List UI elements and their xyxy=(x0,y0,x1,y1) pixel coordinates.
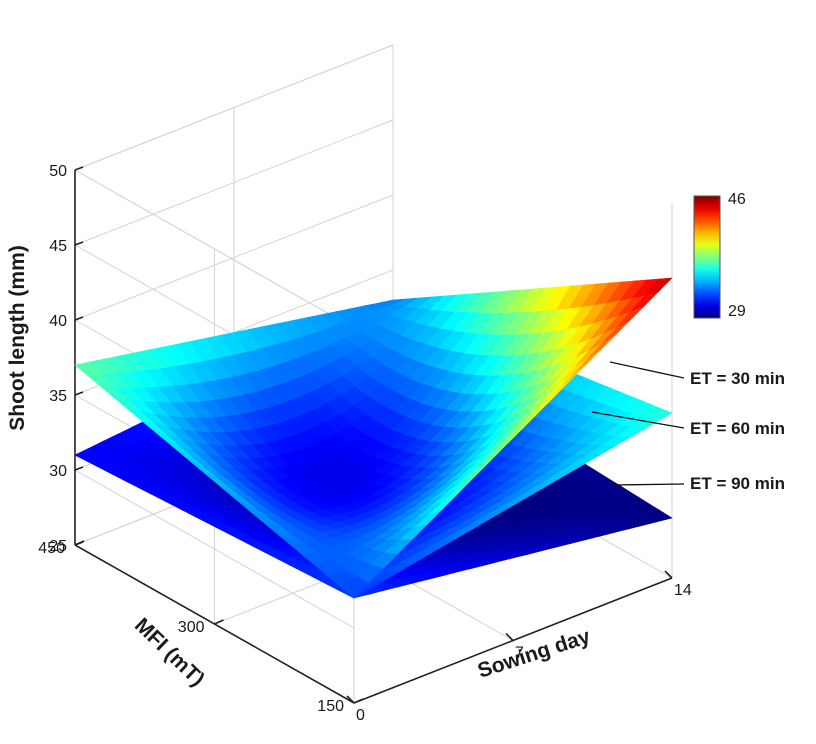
x-tick-label: 7 xyxy=(515,645,524,662)
annotation-leader xyxy=(611,483,685,486)
colorbar-gradient xyxy=(693,195,721,319)
x-tick-label: 0 xyxy=(356,707,365,724)
series-label: ET = 90 min xyxy=(690,474,785,493)
z-tick-label: 25 xyxy=(49,538,67,555)
z-axis-label: Shoot length (mm) xyxy=(6,245,29,430)
annotation-leader xyxy=(591,411,685,429)
colorbar: 46 29 xyxy=(693,191,746,320)
x-tick-label: 14 xyxy=(674,582,692,599)
z-tick-label: 40 xyxy=(49,313,67,330)
series-label: ET = 30 min xyxy=(690,369,785,388)
colorbar-max-label: 46 xyxy=(728,191,746,208)
z-tick-label: 50 xyxy=(49,163,67,180)
y-tick-label: 300 xyxy=(178,619,205,636)
tick-labels: 25 30 35 40 45 50 150 300 450 0 7 14 xyxy=(38,163,692,724)
x-axis-label: Sowing day xyxy=(475,625,593,683)
z-tick-label: 45 xyxy=(49,238,67,255)
z-tick-label: 35 xyxy=(49,388,67,405)
y-tick-label: 450 xyxy=(38,540,65,557)
annotation-leader xyxy=(609,361,685,379)
y-tick-label: 150 xyxy=(317,698,344,715)
colorbar-min-label: 29 xyxy=(728,303,746,320)
z-tick-label: 30 xyxy=(49,463,67,480)
surface-patch-1 xyxy=(340,575,369,599)
series-label: ET = 60 min xyxy=(690,419,785,438)
surfaces xyxy=(74,277,673,599)
series-annotations: ET = 30 min ET = 60 min ET = 90 min xyxy=(591,361,785,493)
